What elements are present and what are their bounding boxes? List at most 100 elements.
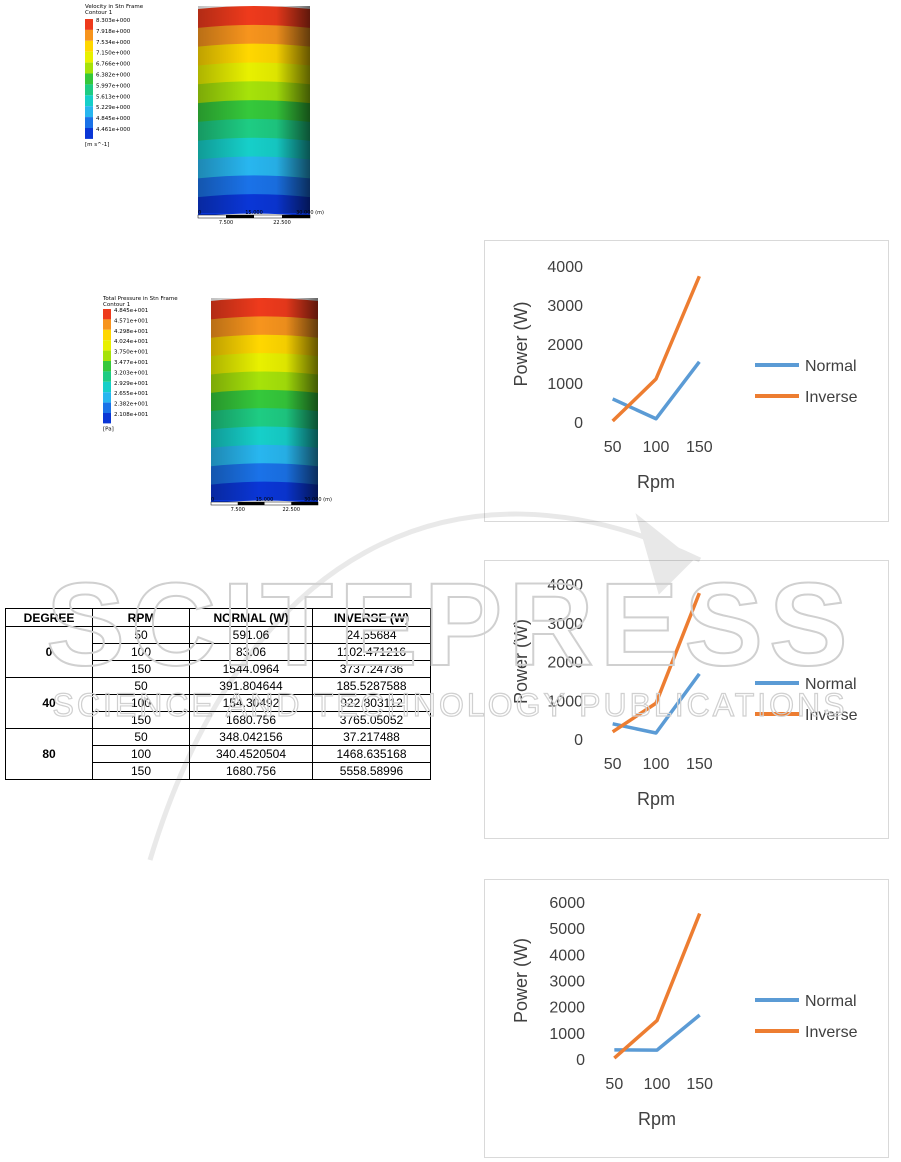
legend-label-normal: Normal [805, 676, 857, 693]
legend-level-label: 2.929e+001 [114, 381, 148, 387]
legend-color-swatch [85, 84, 93, 95]
contour-shading [211, 298, 318, 500]
y-tick-label: 4000 [547, 577, 583, 594]
legend-level-label: 7.534e+000 [96, 40, 131, 46]
scale-sub-tick-label: 22.500 [273, 220, 291, 226]
rpm-cell: 150 [93, 712, 190, 729]
x-axis-label: Rpm [638, 1109, 676, 1129]
inverse-cell: 37.217488 [313, 729, 431, 746]
y-tick-label: 2000 [547, 337, 583, 354]
legend-level-label: 7.150e+000 [96, 51, 131, 57]
inverse-cell: 1102.471216 [313, 644, 431, 661]
legend-color-swatch [85, 19, 93, 30]
y-tick-label: 3000 [549, 974, 585, 991]
legend-color-swatch [103, 392, 111, 402]
rpm-cell: 150 [93, 763, 190, 780]
legend-color-swatch [85, 106, 93, 117]
legend-unit: [Pa] [103, 426, 114, 432]
legend-color-swatch [103, 382, 111, 392]
x-tick-label: 50 [605, 1076, 623, 1093]
normal-cell: 154.30492 [190, 695, 313, 712]
inverse-cell: 185.5287588 [313, 678, 431, 695]
inverse-cell: 3737.24736 [313, 661, 431, 678]
series-line-inverse [613, 593, 700, 732]
legend-color-swatch [85, 52, 93, 63]
legend-color-swatch [103, 330, 111, 340]
scale-tick-label: 0 [211, 497, 214, 503]
scale-sub-tick-label: 7.500 [219, 220, 233, 226]
normal-cell: 1680.756 [190, 763, 313, 780]
y-tick-label: 1000 [547, 693, 583, 710]
y-tick-label: 6000 [549, 895, 585, 912]
rpm-cell: 150 [93, 661, 190, 678]
inverse-cell: 1468.635168 [313, 746, 431, 763]
rpm-cell: 100 [93, 695, 190, 712]
header-degree: DEGREE [6, 609, 93, 627]
legend-level-label: 2.655e+001 [114, 391, 148, 397]
legend-level-label: 5.613e+000 [96, 94, 131, 100]
y-axis-label: Power (W) [511, 938, 531, 1023]
y-tick-label: 3000 [547, 298, 583, 315]
legend-level-label: 7.918e+000 [96, 29, 131, 35]
legend-color-swatch [103, 340, 111, 350]
legend-color-swatch [103, 351, 111, 361]
legend-color-swatch [103, 361, 111, 371]
legend-level-label: 4.571e+001 [114, 318, 148, 324]
series-line-inverse [614, 914, 699, 1058]
legend-color-swatch [103, 319, 111, 329]
degree-cell: 40 [6, 678, 93, 729]
y-axis-label: Power (W) [511, 302, 531, 387]
inverse-cell: 5558.58996 [313, 763, 431, 780]
legend-color-swatch [85, 63, 93, 74]
legend-label-inverse: Inverse [805, 389, 858, 406]
x-axis-label: Rpm [637, 472, 675, 492]
degree-cell: 0 [6, 627, 93, 678]
legend-label-normal: Normal [805, 358, 857, 375]
header-normal: NORMAL (W) [190, 609, 313, 627]
normal-cell: 1680.756 [190, 712, 313, 729]
x-tick-label: 100 [643, 439, 670, 456]
legend-unit: [m s^-1] [85, 142, 109, 148]
legend-level-label: 4.461e+000 [96, 127, 131, 133]
normal-cell: 591.06 [190, 627, 313, 644]
normal-cell: 348.042156 [190, 729, 313, 746]
scale-tick-label: 15.000 [256, 497, 274, 503]
y-tick-label: 0 [574, 732, 583, 749]
x-tick-label: 150 [686, 1076, 713, 1093]
y-tick-label: 3000 [547, 616, 583, 633]
legend-level-label: 4.024e+001 [114, 339, 148, 345]
legend-color-swatch [85, 74, 93, 85]
legend-level-label: 5.229e+000 [96, 105, 131, 111]
legend-level-label: 4.845e+000 [96, 116, 131, 122]
legend-label-normal: Normal [805, 993, 857, 1010]
y-tick-label: 2000 [549, 1000, 585, 1017]
legend-color-swatch [103, 413, 111, 423]
x-tick-label: 100 [643, 756, 670, 773]
x-tick-label: 150 [686, 439, 713, 456]
y-tick-label: 1000 [549, 1026, 585, 1043]
contour-subtitle: Contour 1 [85, 10, 112, 16]
legend-color-swatch [85, 41, 93, 52]
y-tick-label: 5000 [549, 921, 585, 938]
legend-level-label: 5.997e+000 [96, 83, 131, 89]
x-tick-label: 150 [686, 756, 713, 773]
legend-color-swatch [85, 128, 93, 139]
rpm-cell: 50 [93, 678, 190, 695]
legend-level-label: 8.303e+000 [96, 18, 131, 24]
series-line-inverse [613, 276, 700, 421]
x-tick-label: 100 [644, 1076, 671, 1093]
legend-level-label: 4.298e+001 [114, 329, 148, 335]
scale-tick-label: 0 [198, 210, 201, 216]
y-tick-label: 1000 [547, 376, 583, 393]
scale-tick-label: 30.000 (m) [304, 497, 332, 503]
rpm-cell: 50 [93, 627, 190, 644]
